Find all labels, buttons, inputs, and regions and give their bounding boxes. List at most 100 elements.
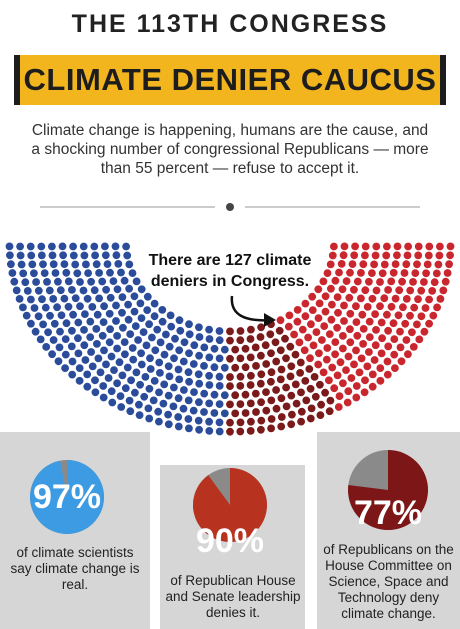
seat — [91, 251, 99, 260]
seat — [226, 400, 234, 409]
seat — [246, 335, 255, 343]
seat — [220, 363, 229, 372]
seat — [286, 342, 295, 351]
caption: of climate scientists say climate change… — [10, 545, 140, 592]
seat — [106, 293, 115, 302]
seat — [126, 330, 135, 338]
seat — [27, 319, 35, 328]
seat — [141, 373, 150, 381]
hemicycle — [5, 242, 455, 436]
seat — [413, 320, 421, 329]
seat — [282, 402, 291, 411]
seat — [146, 365, 155, 373]
seat — [436, 295, 445, 303]
seat — [336, 358, 345, 367]
seat — [267, 424, 275, 433]
seat — [376, 278, 384, 286]
seat — [414, 295, 422, 304]
seat — [276, 316, 285, 325]
seat — [344, 387, 353, 396]
seat — [226, 373, 234, 381]
caption: of Republicans on the House Committee on… — [323, 542, 454, 621]
seat — [420, 278, 428, 286]
seat — [293, 306, 302, 314]
seat — [210, 363, 219, 372]
seat — [339, 379, 347, 388]
seat — [372, 326, 380, 334]
seat — [328, 300, 336, 309]
seat — [417, 286, 426, 295]
seat — [15, 295, 24, 303]
seat — [231, 409, 240, 418]
seat — [378, 334, 386, 343]
seat — [205, 353, 214, 362]
seat — [302, 396, 311, 405]
seat — [28, 260, 37, 269]
seat — [301, 312, 310, 321]
seat — [300, 346, 309, 355]
seat — [114, 260, 123, 268]
seat — [131, 388, 139, 397]
seat — [205, 371, 214, 380]
seat — [45, 286, 54, 295]
seat — [194, 370, 203, 379]
seat — [425, 242, 434, 251]
seat — [359, 325, 368, 333]
seat — [342, 277, 351, 285]
seat — [27, 295, 35, 304]
seat — [42, 343, 51, 351]
seat — [87, 348, 95, 356]
seat — [231, 363, 240, 372]
seat — [146, 354, 154, 363]
seat — [185, 320, 193, 329]
seat — [205, 325, 214, 334]
seat — [371, 310, 379, 318]
seat — [246, 381, 255, 389]
seat — [342, 366, 350, 374]
seat — [291, 380, 300, 389]
seat — [215, 336, 224, 345]
seat — [290, 330, 298, 339]
seat — [328, 363, 337, 372]
seat — [391, 294, 400, 303]
seat — [417, 312, 426, 321]
seat — [347, 374, 356, 382]
seat — [17, 260, 26, 269]
seat — [348, 260, 357, 268]
seat — [171, 334, 179, 343]
seat — [79, 286, 88, 295]
seat — [170, 354, 178, 363]
seat — [404, 350, 412, 359]
seat — [331, 338, 340, 346]
seat — [215, 327, 224, 335]
seat — [34, 286, 43, 295]
seat — [285, 311, 294, 320]
seat — [125, 260, 134, 269]
seat — [317, 400, 325, 409]
seat — [423, 260, 432, 269]
seat — [247, 325, 255, 334]
seat — [246, 427, 255, 435]
seat — [195, 351, 204, 360]
seat — [226, 418, 234, 427]
seat — [120, 276, 129, 285]
seat — [54, 357, 63, 366]
seat — [165, 342, 174, 351]
seat — [143, 292, 152, 301]
seat — [73, 269, 82, 278]
seat — [267, 349, 275, 358]
seat — [357, 269, 365, 277]
seat — [403, 251, 412, 260]
seat — [262, 360, 271, 368]
seat — [174, 413, 183, 421]
seat — [320, 322, 329, 330]
pie-slice — [30, 460, 105, 535]
seat — [164, 410, 173, 419]
seat — [272, 386, 280, 394]
seat — [151, 346, 160, 355]
seat — [60, 294, 69, 303]
seat — [128, 269, 137, 277]
seat — [19, 303, 27, 312]
seat — [236, 336, 245, 345]
seat — [101, 242, 109, 251]
